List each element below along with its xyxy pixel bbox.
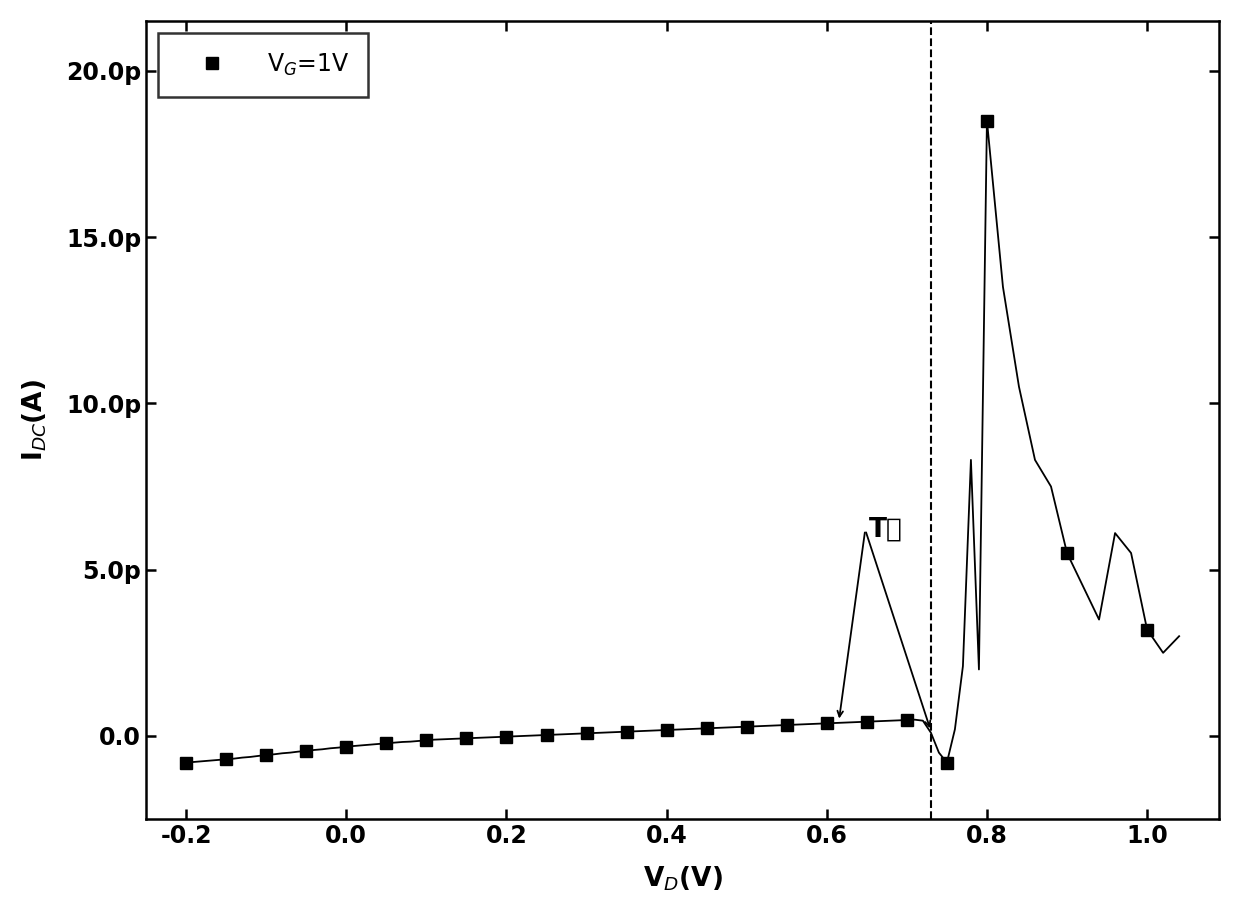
Legend: V$_G$=1V: V$_G$=1V [157,33,368,97]
V$_G$=1V [859,717,874,728]
V$_G$=1V [218,754,233,765]
V$_G$=1V [1140,624,1154,635]
V$_G$=1V [419,735,434,746]
V$_G$=1V [179,757,193,768]
V$_G$=1V [1059,547,1074,558]
V$_G$=1V [579,728,594,739]
V$_G$=1V [619,727,634,738]
Line: V$_G$=1V: V$_G$=1V [180,114,1153,769]
V$_G$=1V [699,723,714,734]
V$_G$=1V [339,741,353,752]
V$_G$=1V [940,757,955,768]
V$_G$=1V [660,725,675,736]
V$_G$=1V [459,733,474,744]
V$_G$=1V [980,115,994,126]
V$_G$=1V [379,738,394,749]
V$_G$=1V [739,721,754,732]
V$_G$=1V [539,729,554,740]
V$_G$=1V [299,746,314,757]
V$_G$=1V [820,717,835,728]
X-axis label: V$_D$(V): V$_D$(V) [642,865,723,893]
Text: T点: T点 [869,516,903,543]
Y-axis label: I$_{DC}$(A): I$_{DC}$(A) [21,379,50,461]
V$_G$=1V [498,731,513,742]
V$_G$=1V [779,719,794,730]
V$_G$=1V [259,749,274,760]
V$_G$=1V [899,715,914,726]
